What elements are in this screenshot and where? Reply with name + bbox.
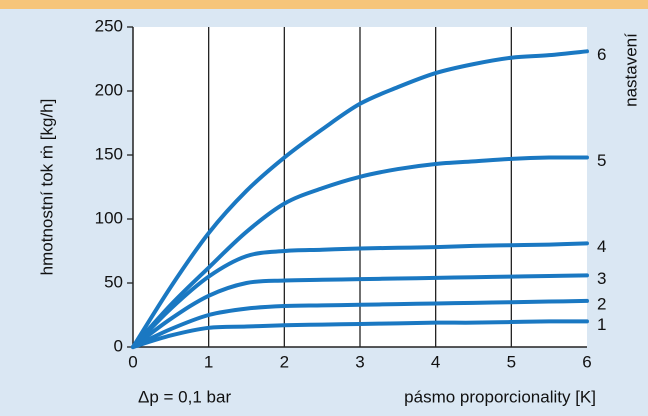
- y-tick-label: 100: [95, 208, 123, 227]
- curve: [131, 298, 589, 349]
- series-label: 1: [597, 315, 606, 334]
- curve: [131, 155, 589, 349]
- y-tick-label: 250: [95, 16, 123, 35]
- x-tick-label: 6: [582, 352, 591, 371]
- series-label: 3: [597, 269, 606, 288]
- curve: [131, 49, 589, 349]
- curve: [131, 273, 589, 349]
- y2-axis-label: nastavení: [621, 33, 640, 107]
- series-label: 6: [597, 45, 606, 64]
- annotation: Δp = 0,1 bar: [138, 387, 231, 406]
- y-tick-label: 150: [95, 144, 123, 163]
- header-strip: [0, 0, 648, 9]
- x-tick-label: 4: [431, 352, 440, 371]
- series-label: 4: [597, 237, 606, 256]
- curve: [131, 241, 589, 349]
- y-axis-label: hmotnostní tok ṁ [kg/h]: [37, 99, 56, 276]
- x-axis-label: pásmo proporcionality [K]: [404, 387, 596, 406]
- y-tick-label: 50: [104, 272, 123, 291]
- y-tick-label: 200: [95, 80, 123, 99]
- x-tick-label: 0: [128, 352, 137, 371]
- series-label: 5: [597, 151, 606, 170]
- y-tick-label: 0: [114, 336, 123, 355]
- x-tick-label: 2: [280, 352, 289, 371]
- series-label: 2: [597, 294, 606, 313]
- curve: [131, 319, 589, 349]
- x-tick-label: 3: [355, 352, 364, 371]
- x-tick-label: 5: [507, 352, 516, 371]
- x-tick-label: 1: [204, 352, 213, 371]
